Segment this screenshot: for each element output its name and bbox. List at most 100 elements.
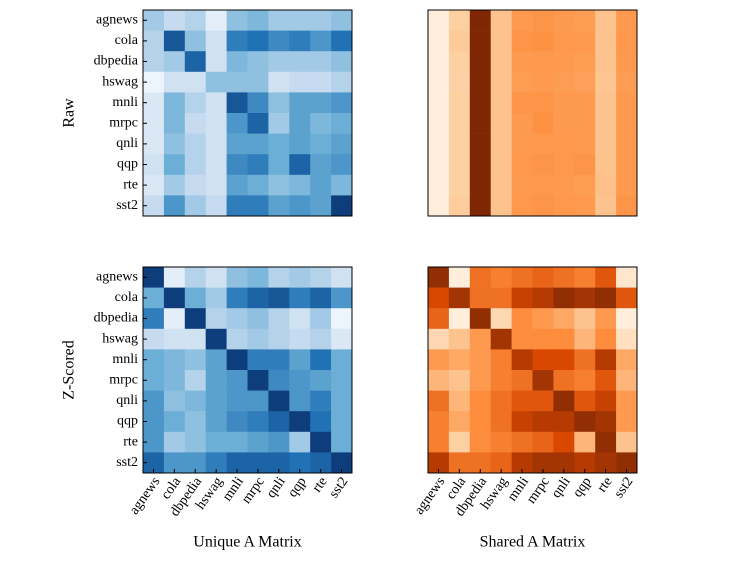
heatmap-cell xyxy=(511,267,533,288)
heatmap-cell xyxy=(331,349,353,371)
heatmap-cell xyxy=(448,10,471,31)
heatmap-cell xyxy=(469,370,491,391)
heatmap-cell xyxy=(247,431,269,453)
heatmap-cell xyxy=(553,174,575,196)
heatmap-cell xyxy=(532,431,554,453)
heatmap-cell xyxy=(616,30,638,52)
heatmap-cell xyxy=(469,30,491,52)
heatmap-cell xyxy=(205,133,227,155)
heatmap-cell xyxy=(268,30,290,52)
heatmap-cell xyxy=(532,71,554,93)
heatmap-cell xyxy=(428,195,450,217)
heatmap-cell xyxy=(247,30,269,52)
heatmap-cell xyxy=(226,30,248,52)
heatmap-cell xyxy=(247,287,269,309)
heatmap-cell xyxy=(268,431,290,453)
heatmap-cell xyxy=(184,154,206,176)
heatmap-cell xyxy=(511,174,533,196)
heatmap-cell xyxy=(616,174,638,196)
heatmap-cell xyxy=(428,51,450,73)
heatmap-cell xyxy=(428,411,450,433)
heatmap-cell xyxy=(143,287,165,309)
heatmap-cell xyxy=(616,113,638,134)
heatmap-cell xyxy=(205,113,227,134)
heatmap-cell xyxy=(428,154,450,176)
heatmap-cell xyxy=(574,195,596,217)
heatmap-cell xyxy=(490,10,512,31)
heatmap-cell xyxy=(310,113,332,134)
heatmap-cell xyxy=(184,51,206,73)
heatmap-cell xyxy=(331,370,353,391)
heatmap-cell xyxy=(289,71,311,93)
x-tick-label: qnli xyxy=(264,474,289,501)
heatmap-cell xyxy=(469,113,491,134)
heatmap-cell xyxy=(143,390,165,412)
heatmap-cell xyxy=(616,71,638,93)
heatmap-cell xyxy=(289,308,311,330)
heatmap-cell xyxy=(310,287,332,309)
heatmap-cell xyxy=(595,308,617,330)
heatmap-cell xyxy=(469,174,491,196)
heatmap-cell xyxy=(331,411,353,433)
heatmap-cell xyxy=(143,411,165,433)
heatmap-cell xyxy=(289,174,311,196)
heatmap-cell xyxy=(268,328,290,350)
heatmap-cell xyxy=(532,154,554,176)
heatmap-cell xyxy=(428,10,450,31)
heatmap-cell xyxy=(205,267,227,288)
heatmap-cell xyxy=(448,133,471,155)
heatmap-cell xyxy=(616,267,638,288)
heatmap-cell xyxy=(268,51,290,73)
heatmap-cell xyxy=(163,10,186,31)
heatmap-cell xyxy=(163,390,186,412)
heatmap-cell xyxy=(163,267,186,288)
heatmap-cell xyxy=(553,287,575,309)
heatmap-cell xyxy=(490,328,512,350)
plot-frame xyxy=(427,266,638,474)
heatmap-cell xyxy=(616,133,638,155)
heatmap-cell xyxy=(310,30,332,52)
heatmap-cell xyxy=(553,30,575,52)
heatmap-cell xyxy=(163,349,186,371)
heatmap-cell xyxy=(163,195,186,217)
heatmap-cell xyxy=(490,452,512,474)
heatmap-cell xyxy=(268,154,290,176)
heatmap-cell xyxy=(247,92,269,114)
heatmap-cell xyxy=(469,267,491,288)
heatmap-cell xyxy=(163,431,186,453)
heatmap-cell xyxy=(595,431,617,453)
heatmap-cell xyxy=(310,328,332,350)
heatmap-cell xyxy=(289,133,311,155)
heatmap-cell xyxy=(163,113,186,134)
heatmap-cell xyxy=(511,10,533,31)
heatmap-cell xyxy=(289,10,311,31)
heatmap-cell xyxy=(428,113,450,134)
heatmap-cell xyxy=(184,431,206,453)
heatmap-cell xyxy=(205,308,227,330)
heatmap-cell xyxy=(247,328,269,350)
heatmap-cell xyxy=(616,287,638,309)
heatmap-cell xyxy=(595,452,617,474)
heatmap-cell xyxy=(532,452,554,474)
heatmap-cell xyxy=(247,370,269,391)
heatmap-cell xyxy=(310,267,332,288)
heatmap-cell xyxy=(448,349,471,371)
x-tick-label: agnews xyxy=(127,475,163,518)
heatmap-cell xyxy=(574,30,596,52)
plot-frame xyxy=(427,9,638,217)
heatmap-cell xyxy=(289,349,311,371)
heatmap-cell xyxy=(226,390,248,412)
plot-frame xyxy=(142,9,353,217)
heatmap-cell xyxy=(289,328,311,350)
y-tick-label: dbpedia xyxy=(94,54,139,69)
heatmap-cell xyxy=(143,174,165,196)
heatmap-cell xyxy=(289,267,311,288)
y-tick-label: dbpedia xyxy=(94,311,139,326)
heatmap-cell xyxy=(268,113,290,134)
heatmap-cell xyxy=(289,431,311,453)
heatmap-cell xyxy=(469,328,491,350)
heatmap-cell xyxy=(428,452,450,474)
heatmap-cell xyxy=(532,349,554,371)
heatmap-cell xyxy=(553,349,575,371)
x-tick-label: qqp xyxy=(570,475,594,501)
